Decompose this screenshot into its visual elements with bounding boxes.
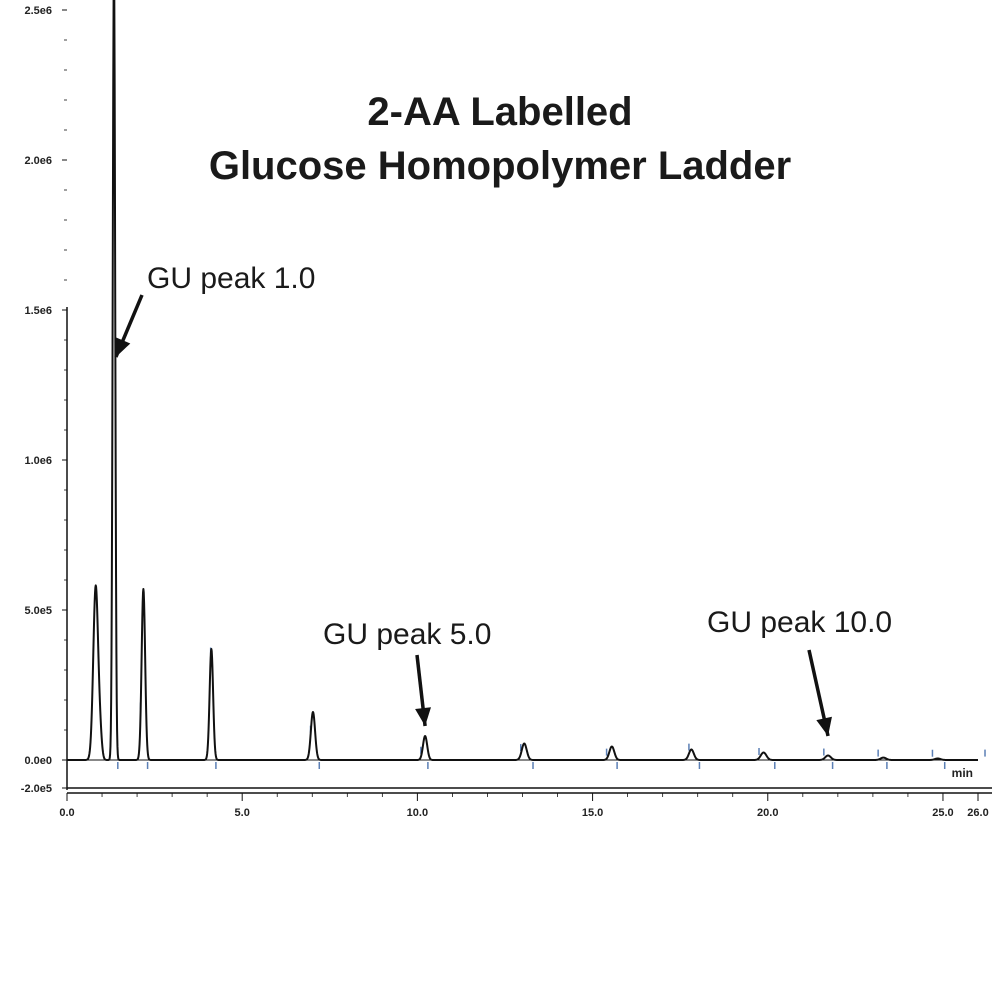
y-tick-label: 2.0e6 [24, 155, 52, 167]
y-tick-label: 5.0e5 [24, 605, 52, 617]
x-tick-label: 15.0 [582, 807, 603, 819]
x-tick-label: 25.0 [932, 807, 953, 819]
y-tick-label: 1.0e6 [24, 455, 52, 467]
annotation-arrow-head [115, 337, 131, 357]
integration-markers [111, 336, 986, 769]
x-tick-label: 26.0 [967, 807, 988, 819]
y-tick-label: -2.0e5 [21, 783, 52, 795]
annotation-arrow-head [816, 716, 832, 736]
y-tick-label: 1.5e6 [24, 305, 52, 317]
x-tick-label: 0.0 [59, 807, 74, 819]
annotation-label: GU peak 5.0 [323, 618, 491, 651]
annotation-arrow-head [415, 707, 432, 726]
chart-title-line-1: 2-AA Labelled [367, 90, 633, 134]
chart-title-line-2: Glucose Homopolymer Ladder [208, 144, 792, 188]
y-tick-label: 2.5e6 [24, 5, 52, 17]
annotation-label: GU peak 10.0 [707, 606, 892, 639]
axes-group: -2.0e50.0e05.0e51.0e61.5e62.0e62.5e63.0e… [21, 5, 992, 819]
x-tick-label: 5.0 [235, 807, 250, 819]
y-tick-label: 0.0e0 [24, 755, 52, 767]
x-tick-label: 10.0 [407, 807, 428, 819]
x-axis-unit-label: min [952, 766, 973, 780]
x-tick-label: 20.0 [757, 807, 778, 819]
annotations-group: GU peak 1.0 GU peak 5.0 GU peak 10.0 [114, 262, 892, 737]
annotation-label: GU peak 1.0 [147, 262, 315, 295]
chromatogram-trace [66, 0, 979, 761]
